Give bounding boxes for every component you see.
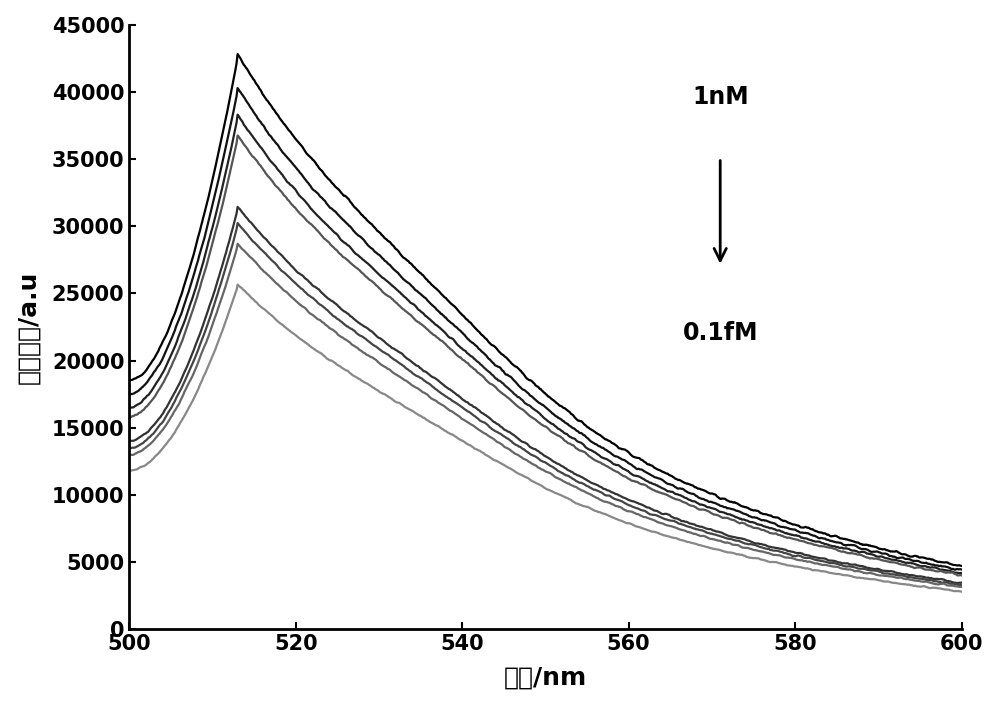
Text: 0.1fM: 0.1fM: [682, 321, 758, 345]
X-axis label: 波长/nm: 波长/nm: [504, 665, 587, 689]
Text: 1nM: 1nM: [692, 85, 749, 109]
Y-axis label: 荺光强度/a.u: 荺光强度/a.u: [17, 270, 41, 383]
